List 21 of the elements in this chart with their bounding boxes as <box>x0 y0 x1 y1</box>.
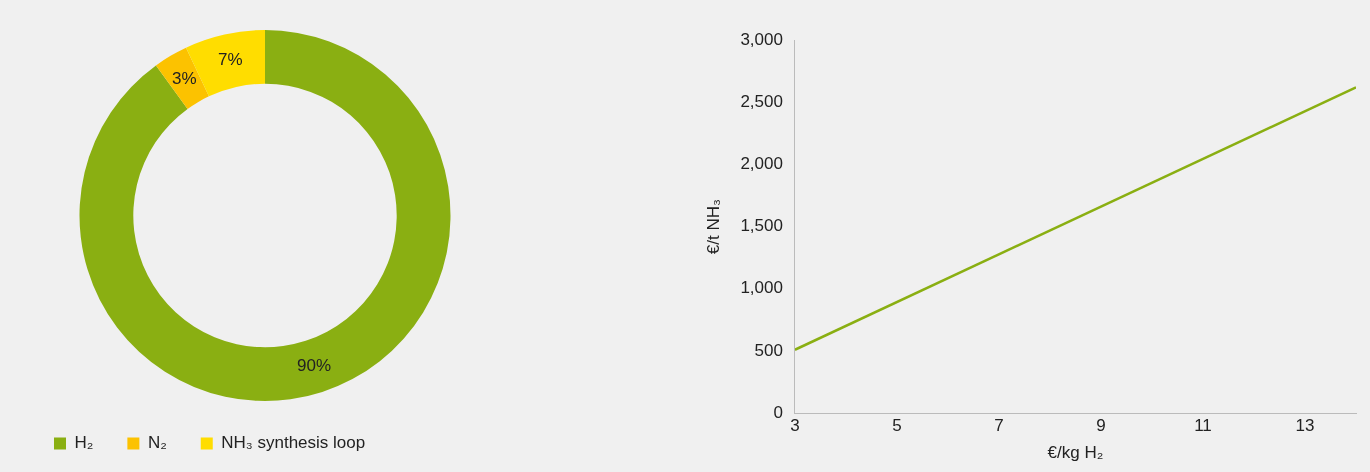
y-tick-label: 3,000 <box>740 29 783 49</box>
legend-label: H₂ <box>74 433 94 453</box>
x-tick-label: 11 <box>1194 416 1212 436</box>
y-tick-label: 1,500 <box>740 216 783 236</box>
y-tick-label: 2,000 <box>740 154 783 174</box>
legend-label: N₂ <box>147 433 167 453</box>
y-tick-label: 1,000 <box>740 278 783 298</box>
data-label: 7% <box>218 50 243 70</box>
data-label: 3% <box>171 68 197 88</box>
x-axis-title: €/kg H₂ <box>1047 443 1104 463</box>
y-tick-label: 0 <box>773 402 783 422</box>
x-tick-label: 5 <box>892 416 902 436</box>
x-tick-label: 9 <box>1096 416 1106 436</box>
y-axis-title: €/t NH₃ <box>703 199 723 255</box>
x-tick-label: 7 <box>994 416 1004 436</box>
data-label: 90% <box>297 356 332 376</box>
y-tick-label: 500 <box>754 340 783 360</box>
x-tick-label: 3 <box>790 416 800 436</box>
x-tick-label: 13 <box>1295 416 1315 436</box>
legend-label: NH₃ synthesis loop <box>221 433 366 453</box>
y-tick-label: 2,500 <box>740 91 783 111</box>
